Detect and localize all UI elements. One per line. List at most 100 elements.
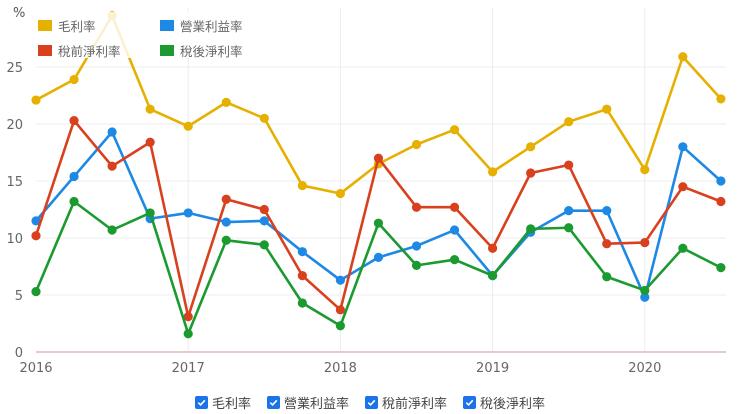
series-toggles: 毛利率 營業利益率 稅前淨利率 稅後淨利率 [0,393,740,412]
x-tick-label: 2020 [628,361,661,376]
toggle-operating-margin[interactable]: 營業利益率 [266,393,349,412]
checkbox-checked-icon[interactable] [194,396,208,409]
data-point [602,104,612,114]
legend-label: 稅後淨利率 [180,44,243,59]
y-tick-label: 25 [6,61,23,76]
data-point [564,223,574,233]
data-point [640,237,650,248]
data-point [564,117,574,127]
data-point [335,275,345,285]
data-point [107,161,117,171]
data-point [221,217,231,227]
data-point [526,224,536,234]
toggle-label: 稅後淨利率 [480,397,546,412]
data-point [183,312,193,322]
data-point [449,225,460,235]
data-point [69,115,79,126]
data-point [183,121,193,131]
data-point [373,153,384,163]
data-point [602,239,612,249]
data-point [488,243,498,253]
data-point [411,241,422,251]
data-point [107,127,117,137]
legend-label: 營業利益率 [180,19,243,34]
y-tick-label: 5 [15,289,23,304]
checkbox-checked-icon[interactable] [463,396,477,409]
line-chart: 0 5 10 15 20 25 2016 2017 2018 2019 2020 [6,8,726,376]
x-tick-label: 2017 [172,361,205,376]
data-point [716,94,726,104]
y-tick-label: 0 [15,346,23,361]
data-point [373,252,384,262]
data-point [373,218,384,228]
data-point [449,125,460,135]
data-point [602,272,612,282]
legend-swatch [160,45,174,56]
data-point [221,194,231,204]
data-point [602,206,612,216]
data-point [31,231,41,241]
data-point [297,271,307,281]
data-point [640,292,650,302]
data-point [259,240,269,250]
toggle-pretax-margin[interactable]: 稅前淨利率 [365,393,447,412]
data-point [221,97,231,107]
data-point [107,225,117,235]
legend-backdrop [34,12,270,58]
data-point [145,104,155,114]
data-point [69,171,79,182]
data-point [716,196,726,207]
data-point [31,216,41,226]
data-point [716,263,726,273]
legend-label: 稅前淨利率 [58,44,121,59]
data-point [259,113,269,123]
x-tick-label: 2019 [476,361,509,376]
data-point [297,298,307,308]
data-point [640,165,650,175]
data-point [449,202,460,212]
checkbox-checked-icon[interactable] [266,396,280,409]
x-tick-label: 2016 [19,361,52,376]
data-point [31,286,41,297]
checkbox-checked-icon[interactable] [365,396,378,409]
data-point [564,206,574,216]
legend-item-operating-margin: 營業利益率 [160,16,280,35]
data-point [449,255,460,265]
data-point [678,52,688,62]
data-point [221,235,231,245]
legend-item-net-margin: 稅後淨利率 [160,41,280,60]
data-point [259,204,269,215]
data-point [31,95,41,105]
data-point [145,137,155,147]
data-point [526,168,536,178]
legend-item-gross-margin: 毛利率 [38,16,160,35]
data-point [716,176,726,186]
data-point [145,208,155,218]
toggle-gross-margin[interactable]: 毛利率 [194,393,251,412]
legend-label: 毛利率 [58,19,96,34]
data-point [297,247,307,257]
legend-swatch [38,45,52,56]
data-point [411,202,422,212]
data-point [411,260,422,270]
data-point [640,285,650,296]
legend-item-pretax-margin: 稅前淨利率 [38,41,160,60]
data-point [488,271,498,281]
chart-legend: 毛利率 營業利益率 稅前淨利率 稅後淨利率 [38,16,280,60]
legend-swatch [160,20,174,31]
data-point [69,196,79,207]
toggle-label: 營業利益率 [283,397,349,412]
data-point [335,321,345,331]
data-point [69,74,79,85]
data-point [297,180,307,191]
data-point [678,142,688,152]
toggle-net-margin[interactable]: 稅後淨利率 [463,393,545,412]
y-tick-label: 15 [6,175,23,190]
y-axis-unit: % [13,6,26,21]
data-point [259,216,269,226]
data-point [678,243,688,253]
y-tick-label: 10 [6,232,23,247]
data-point [411,139,422,150]
data-point [488,167,498,177]
data-point [526,142,536,152]
